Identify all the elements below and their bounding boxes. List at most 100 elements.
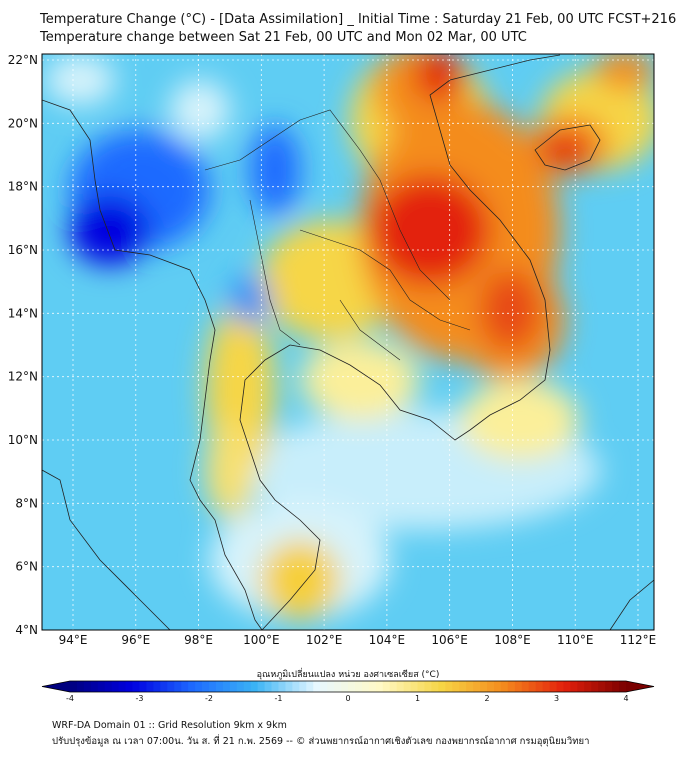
lon-label: 108°E [494, 633, 531, 647]
colorbar-segment [598, 681, 606, 692]
colorbar-segment [354, 681, 363, 692]
colorbar-segment [563, 681, 571, 692]
colorbar-segment [215, 681, 224, 692]
colorbar-tick-label: -3 [136, 694, 144, 703]
colorbar-segment [368, 681, 377, 692]
colorbar-segment [271, 681, 279, 692]
colorbar-segment [584, 681, 592, 692]
colorbar-segment [222, 681, 231, 692]
coastlines [42, 54, 654, 630]
colorbar-segment [577, 681, 585, 692]
colorbar-segment [361, 681, 370, 692]
colorbar-segment [389, 681, 398, 692]
temperature-field [42, 54, 654, 630]
lon-label: 104°E [369, 633, 406, 647]
lat-label: 4°N [15, 623, 38, 637]
lat-label: 16°N [8, 243, 38, 257]
colorbar-tick-label: 4 [623, 694, 628, 703]
colorbar-segment [104, 681, 113, 692]
colorbar-segment [514, 681, 523, 692]
colorbar-segment [306, 681, 314, 692]
colorbar-segment [327, 681, 335, 692]
colorbar-segment [619, 681, 627, 692]
colorbar-segment [153, 681, 161, 692]
colorbar-segment [278, 681, 286, 692]
colorbar-segment [257, 681, 265, 692]
longitude-labels: 94°E 96°E 98°E 100°E 102°E 104°E 106°E 108°E 110… [59, 633, 657, 647]
lon-label: 100°E [243, 633, 280, 647]
colorbar-segment [570, 681, 578, 692]
colorbar-tick-label: 2 [484, 694, 489, 703]
colorbar-segment [591, 681, 599, 692]
colorbar-frame [41, 680, 655, 693]
footer-line-1: WRF-DA Domain 01 :: Grid Resolution 9km … [52, 720, 287, 731]
title-line-1: Temperature Change (°C) - [Data Assimila… [40, 12, 676, 27]
colorbar-segment [535, 681, 543, 692]
colorbar-segment [417, 681, 425, 692]
colorbar-segment [410, 681, 418, 692]
colorbar-segment [292, 681, 300, 692]
colorbar-segment [174, 681, 182, 692]
colorbar-segment [181, 681, 189, 692]
colorbar-segment [556, 681, 564, 692]
lon-label: 110°E [557, 633, 594, 647]
colorbar-segment [299, 681, 307, 692]
lat-label: 6°N [15, 560, 38, 574]
colorbar-ticks: -4 -3 -2 -1 0 1 2 3 4 [66, 694, 629, 703]
graticule [42, 54, 654, 630]
colorbar-max-arrow [626, 681, 654, 692]
colorbar-segment [459, 681, 467, 692]
colorbar-segment [70, 681, 78, 692]
colorbar-segment [528, 681, 537, 692]
colorbar-segment [452, 681, 460, 692]
lat-label: 22°N [8, 53, 38, 67]
colorbar-min-arrow [42, 681, 70, 692]
colorbar-tick-label: 1 [415, 694, 420, 703]
colorbar-segment [341, 681, 349, 692]
colorbar-segment [209, 681, 217, 692]
colorbar-segment [431, 681, 439, 692]
colorbar-segment [160, 681, 168, 692]
colorbar-segment [403, 681, 411, 692]
colorbar-segment [229, 681, 238, 692]
colorbar-segment [167, 681, 175, 692]
colorbar-segment [473, 681, 481, 692]
colorbar-segment [466, 681, 474, 692]
colorbar-tick-label: -1 [275, 694, 283, 703]
colorbar-segment [424, 681, 432, 692]
colorbar-segment [480, 681, 488, 692]
colorbar-segment [445, 681, 453, 692]
colorbar-segment [348, 681, 356, 692]
colorbar-segment [493, 681, 502, 692]
colorbar-label: อุณหภูมิเปลี่ยนแปลง หน่วย องศาเซลเซียส (… [257, 667, 440, 680]
lat-label: 14°N [8, 306, 38, 320]
latitude-labels: 22°N 20°N 18°N 16°N 14°N 12°N 10°N 8°N 6°N 4°N [8, 53, 38, 637]
colorbar-segment [382, 681, 391, 692]
lon-label: 106°E [431, 633, 468, 647]
title-line-2: Temperature change between Sat 21 Feb, 0… [40, 30, 527, 45]
colorbar-segment [487, 681, 495, 692]
lon-label: 98°E [184, 633, 213, 647]
colorbar-segment [549, 681, 557, 692]
colorbar-segment [97, 681, 106, 692]
lon-label: 102°E [306, 633, 343, 647]
colorbar-segment [90, 681, 99, 692]
colorbar-segment [132, 681, 140, 692]
lat-label: 18°N [8, 180, 38, 194]
colorbar-tick-label: 3 [554, 694, 559, 703]
colorbar-segment [605, 681, 613, 692]
colorbar-segment [521, 681, 530, 692]
lat-label: 20°N [8, 116, 38, 130]
colorbar-segment [250, 681, 259, 692]
lat-label: 10°N [8, 433, 38, 447]
lat-label: 12°N [8, 370, 38, 384]
lon-label: 112°E [620, 633, 657, 647]
colorbar-segment [118, 681, 126, 692]
colorbar-tick-label: -2 [205, 694, 213, 703]
footer-line-2: ปรับปรุงข้อมูล ณ เวลา 07:00น. วัน ส. ที่… [52, 736, 590, 747]
colorbar-segment [500, 681, 509, 692]
lon-label: 96°E [121, 633, 150, 647]
colorbar-segment [202, 681, 210, 692]
colorbar-segment [438, 681, 446, 692]
colorbar-tick-label: 0 [345, 694, 350, 703]
